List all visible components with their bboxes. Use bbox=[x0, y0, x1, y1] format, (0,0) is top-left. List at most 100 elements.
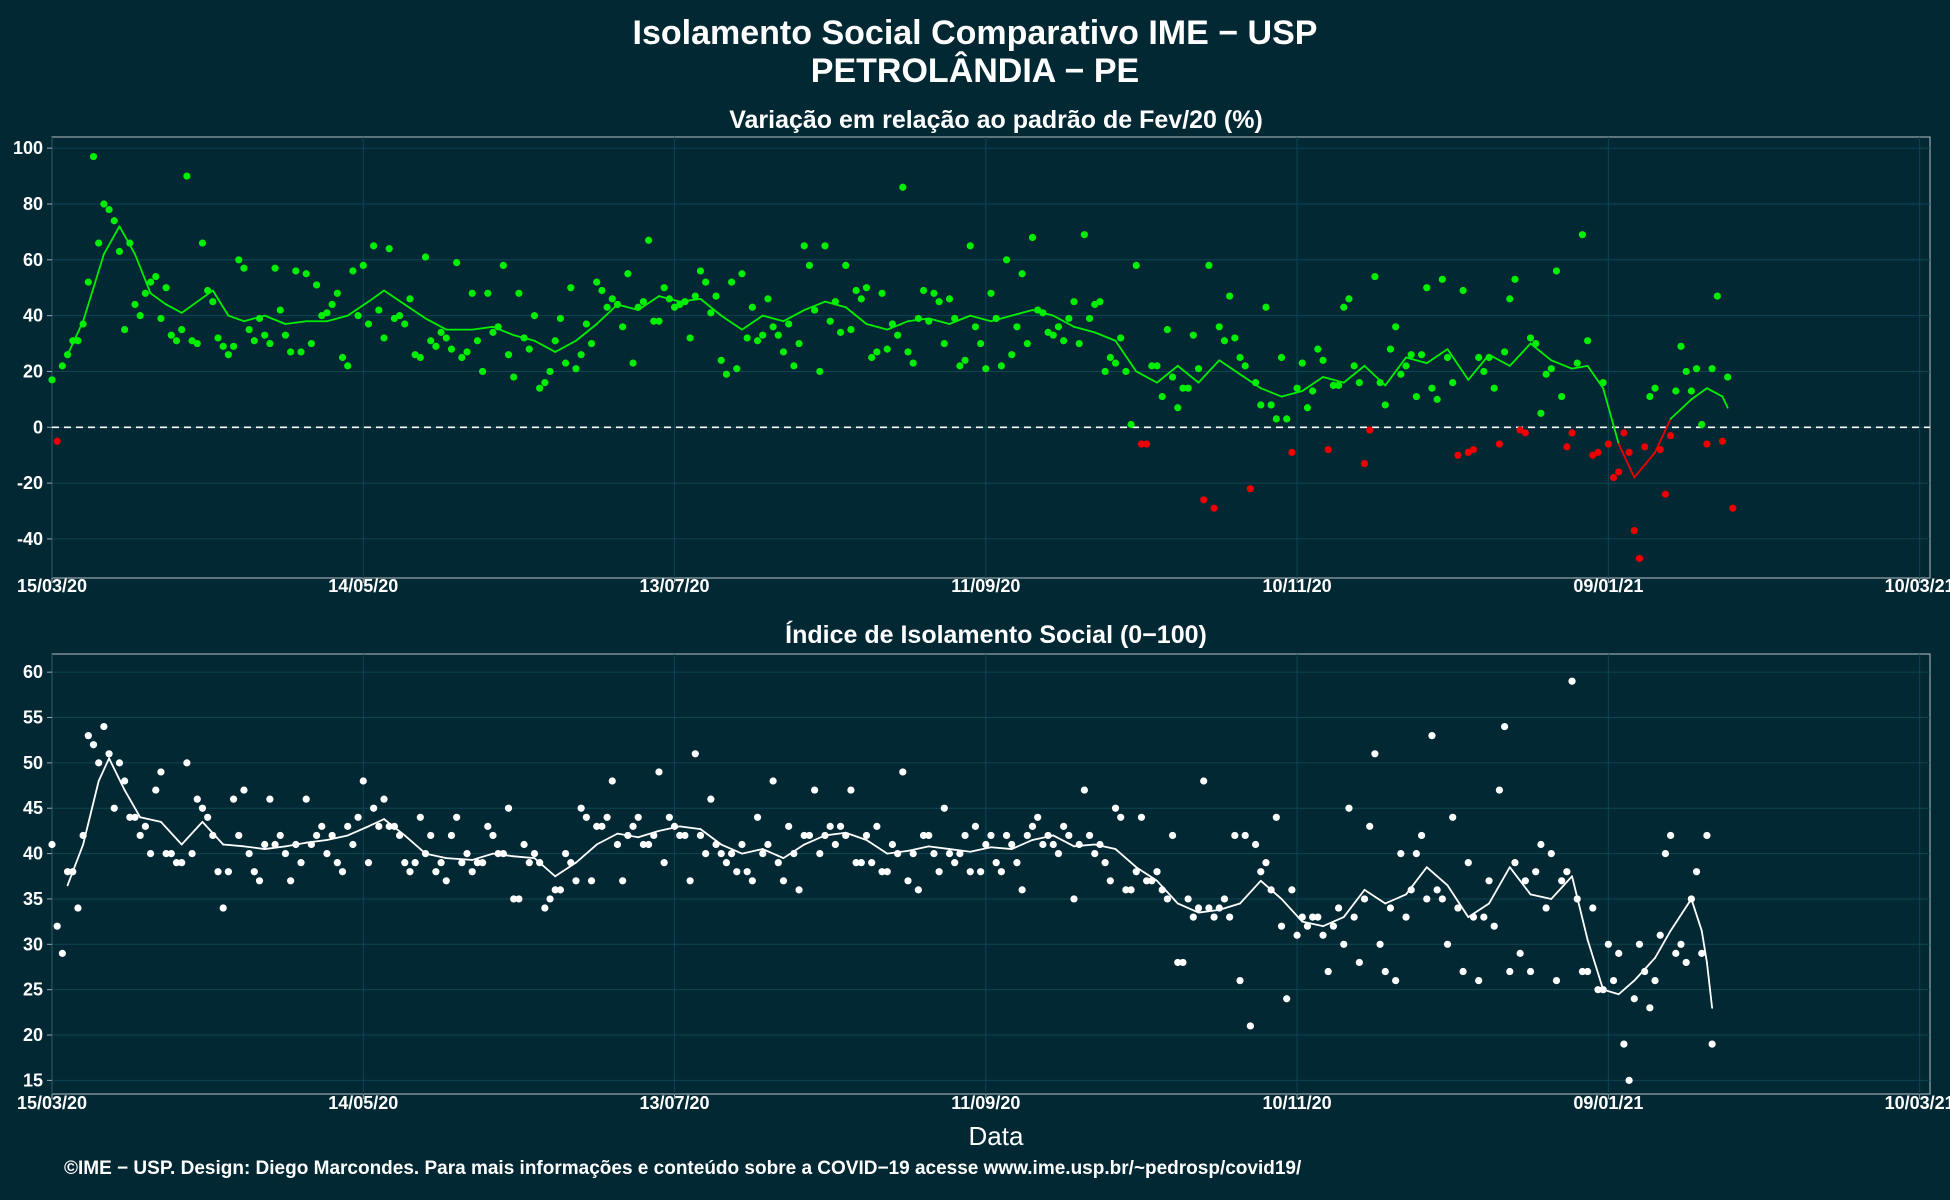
data-point bbox=[468, 868, 476, 876]
data-point bbox=[1117, 813, 1125, 821]
average-line-segment bbox=[741, 848, 764, 855]
data-point bbox=[1397, 370, 1405, 378]
data-point bbox=[748, 303, 756, 311]
average-line-segment bbox=[222, 843, 245, 848]
data-point bbox=[686, 334, 694, 342]
data-point bbox=[774, 859, 782, 867]
data-point bbox=[1194, 904, 1203, 912]
data-point bbox=[463, 348, 471, 356]
data-point bbox=[816, 367, 824, 376]
data-point bbox=[1314, 913, 1322, 921]
average-line-segment bbox=[165, 303, 183, 314]
data-point bbox=[629, 359, 637, 367]
data-point bbox=[432, 342, 440, 350]
average-line-segment bbox=[180, 300, 199, 314]
data-point bbox=[759, 849, 767, 858]
data-point bbox=[458, 353, 466, 362]
data-point bbox=[344, 362, 352, 370]
average-line-segment bbox=[1135, 370, 1158, 384]
data-point bbox=[250, 337, 258, 345]
average-line-segment bbox=[1239, 879, 1262, 905]
data-point bbox=[297, 859, 305, 867]
average-line-segment bbox=[263, 314, 287, 325]
average-line-segment bbox=[346, 825, 370, 837]
data-point bbox=[1360, 895, 1369, 903]
data-point bbox=[1008, 351, 1016, 359]
data-point bbox=[1132, 868, 1140, 876]
y-tick-label: 60 bbox=[23, 662, 43, 682]
data-point bbox=[919, 831, 928, 840]
x-tick-label: 14/05/20 bbox=[328, 576, 398, 596]
data-point bbox=[385, 822, 393, 830]
x-tick-label: 13/07/20 bbox=[640, 576, 710, 596]
average-line-segment bbox=[1446, 348, 1470, 381]
data-point bbox=[198, 804, 207, 812]
y-tick-label: 0 bbox=[33, 417, 43, 437]
data-point bbox=[1060, 822, 1068, 830]
data-point bbox=[266, 795, 274, 803]
data-point bbox=[131, 300, 139, 309]
data-point bbox=[728, 278, 736, 286]
data-point bbox=[1168, 831, 1177, 840]
data-point bbox=[743, 868, 751, 876]
data-point bbox=[1630, 526, 1638, 535]
data-point bbox=[1428, 732, 1436, 740]
data-point bbox=[904, 877, 912, 885]
average-line-segment bbox=[139, 816, 162, 823]
data-point bbox=[437, 859, 445, 867]
data-point bbox=[759, 331, 767, 339]
panel2-isolation-index-chart: 15/03/20 14/05/20 13/07/20 11/09/20 10/11/20… bbox=[17, 653, 1950, 1113]
y-tick-label: 40 bbox=[23, 306, 43, 326]
average-line-segment bbox=[512, 855, 536, 860]
data-point bbox=[458, 859, 466, 867]
data-point bbox=[442, 334, 450, 342]
data-point bbox=[1454, 904, 1462, 912]
data-point bbox=[842, 831, 850, 840]
data-point bbox=[556, 886, 565, 894]
x-tick-label: 15/03/20 bbox=[17, 576, 87, 596]
average-line-segment bbox=[1363, 888, 1387, 905]
average-line-segment bbox=[1301, 376, 1324, 392]
data-point bbox=[240, 264, 248, 272]
data-point bbox=[1703, 440, 1711, 448]
average-line-segment bbox=[424, 317, 448, 331]
data-point bbox=[696, 267, 705, 275]
data-point bbox=[1075, 840, 1083, 849]
data-point bbox=[1516, 949, 1524, 957]
data-point bbox=[868, 353, 876, 362]
average-line-segment bbox=[1322, 376, 1345, 384]
data-point bbox=[1205, 904, 1213, 912]
data-point bbox=[281, 331, 290, 339]
data-point bbox=[862, 831, 871, 840]
x-tick-label: 10/03/21 bbox=[1885, 576, 1950, 596]
data-point bbox=[639, 298, 648, 306]
x-tick-label: 09/01/21 bbox=[1573, 576, 1643, 596]
data-point bbox=[987, 289, 995, 297]
data-point bbox=[1682, 958, 1690, 967]
data-point bbox=[1490, 384, 1498, 392]
average-line-segment bbox=[699, 297, 723, 317]
data-point bbox=[1158, 886, 1166, 894]
data-point bbox=[1459, 286, 1467, 295]
data-point bbox=[318, 822, 326, 830]
data-point bbox=[702, 278, 710, 286]
data-point bbox=[836, 822, 845, 830]
data-point bbox=[95, 759, 103, 767]
data-point bbox=[427, 337, 435, 345]
data-point bbox=[1174, 958, 1182, 967]
data-point bbox=[971, 323, 980, 331]
data-point bbox=[707, 795, 715, 803]
data-point bbox=[1236, 353, 1244, 362]
data-point bbox=[909, 359, 917, 367]
data-point bbox=[1407, 886, 1415, 894]
data-point bbox=[951, 859, 959, 867]
data-point bbox=[712, 840, 720, 849]
data-point bbox=[567, 859, 575, 867]
data-point bbox=[1246, 485, 1254, 493]
data-point bbox=[1013, 859, 1021, 867]
data-point bbox=[401, 320, 409, 328]
average-line-segment bbox=[326, 314, 349, 323]
data-point bbox=[261, 840, 269, 849]
data-point bbox=[1355, 958, 1363, 967]
data-point bbox=[1417, 351, 1426, 359]
